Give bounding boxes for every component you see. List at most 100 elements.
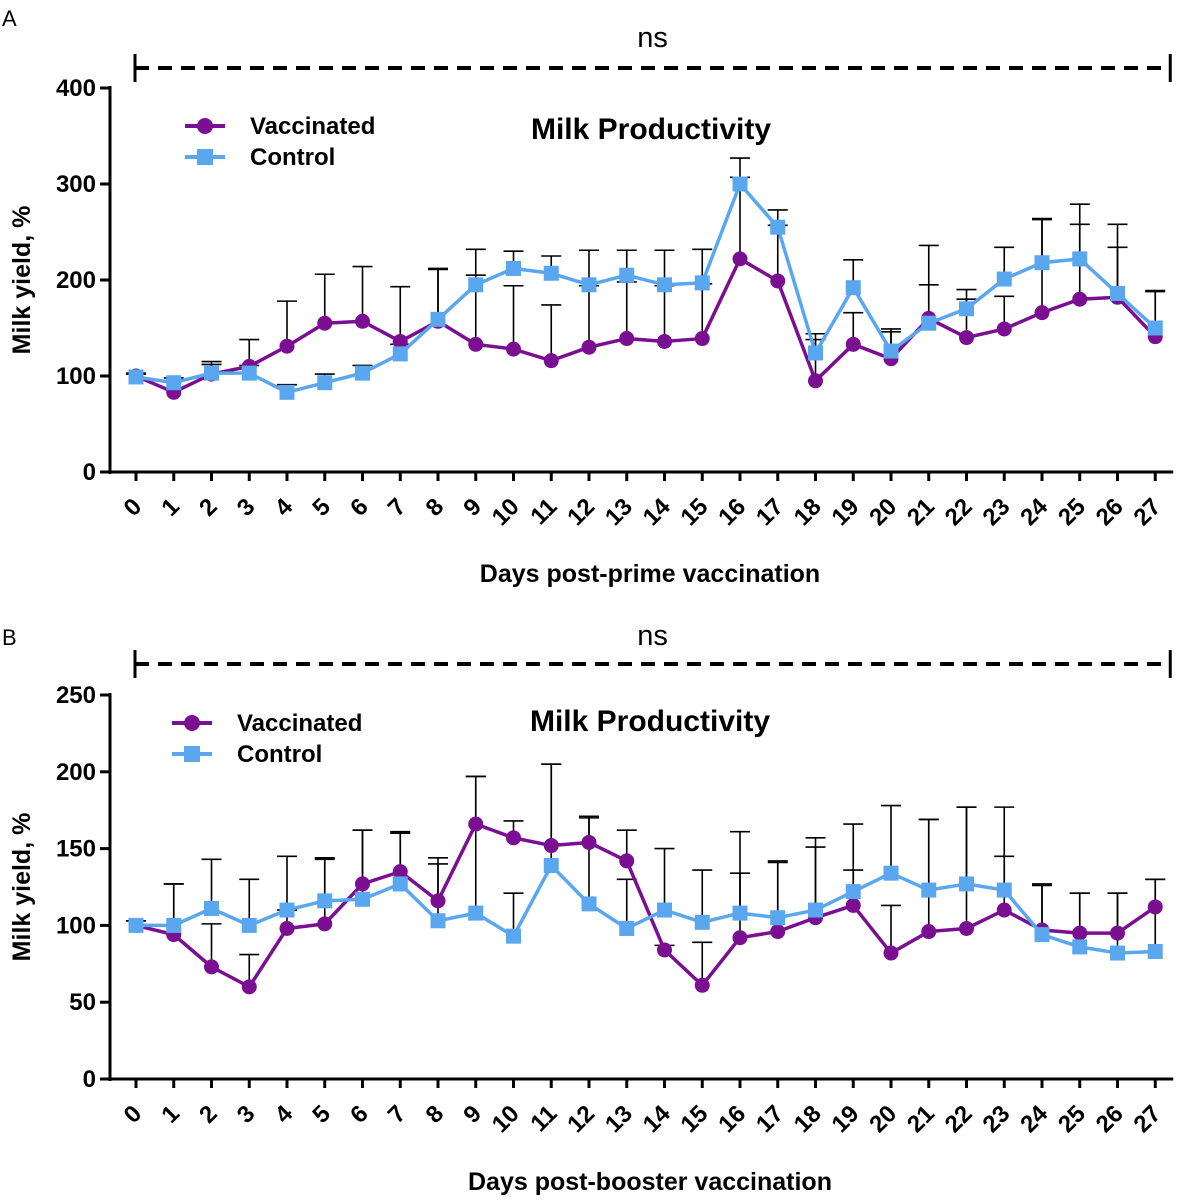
x-tick-label: 27 [1129, 493, 1167, 531]
data-point [996, 321, 1012, 337]
x-tick-label: 1 [156, 493, 185, 522]
legend-marker-square [184, 746, 200, 762]
x-tick-label: 26 [1091, 493, 1129, 531]
chart-title: Milk Productivity [531, 113, 771, 146]
x-tick-label: 17 [751, 1100, 789, 1138]
y-tick-label: 0 [83, 1066, 96, 1093]
x-tick-label: 12 [562, 1100, 600, 1138]
legend-item-vaccinated: Vaccinated [185, 113, 375, 140]
x-tick-label: 4 [270, 1100, 299, 1129]
data-point [128, 917, 144, 933]
x-tick-label: 11 [525, 1100, 562, 1137]
legend-item-control: Control [185, 144, 335, 171]
legend-marker-circle [184, 715, 200, 731]
x-tick-label: 18 [789, 493, 827, 531]
data-point [808, 373, 823, 389]
legend-label: Control [250, 144, 335, 171]
data-point [581, 339, 597, 355]
data-point [392, 333, 408, 349]
data-point [770, 924, 786, 940]
data-point [468, 816, 484, 832]
data-point [279, 338, 295, 354]
data-point [317, 375, 333, 391]
x-tick-label: 7 [383, 1100, 412, 1129]
x-tick-label: 20 [864, 1100, 902, 1138]
data-point [732, 251, 748, 267]
x-tick-label: 6 [345, 1100, 374, 1129]
data-point [241, 917, 257, 933]
legend-marker-square [197, 149, 213, 165]
data-point [506, 830, 521, 846]
data-point [619, 853, 635, 869]
data-point [543, 353, 559, 369]
x-tick-label: 5 [307, 1100, 336, 1129]
data-point [883, 865, 899, 881]
data-point [128, 369, 144, 385]
data-point [279, 902, 295, 918]
data-point [1072, 291, 1088, 307]
data-point [506, 928, 521, 944]
data-point [355, 891, 370, 907]
data-point [694, 331, 710, 347]
data-point [808, 345, 823, 361]
data-point [845, 336, 861, 352]
data-point [921, 924, 937, 940]
y-tick-label: 150 [56, 836, 96, 863]
data-point [1147, 899, 1163, 915]
data-point [619, 267, 635, 283]
x-tick-label: 16 [713, 493, 751, 531]
error-bars-vaccinated [126, 763, 1166, 987]
data-point [392, 346, 408, 362]
data-point [1110, 285, 1125, 301]
data-point [166, 917, 182, 933]
y-tick-label: 50 [69, 989, 96, 1016]
data-point [1147, 320, 1163, 336]
data-point [355, 876, 370, 892]
x-tick-label: 21 [902, 1100, 940, 1138]
data-point [1034, 255, 1050, 271]
data-point [468, 336, 484, 352]
data-point [694, 977, 710, 993]
x-tick-label: 23 [978, 1100, 1016, 1138]
data-point [694, 914, 710, 930]
x-tick-label: 25 [1053, 493, 1091, 531]
data-point [279, 384, 295, 400]
legend-label: Vaccinated [250, 113, 375, 140]
x-tick-label: 25 [1053, 1100, 1091, 1138]
y-tick-label: 250 [56, 682, 96, 709]
data-point [732, 905, 748, 921]
data-point [355, 365, 370, 381]
y-tick-label: 300 [56, 171, 96, 198]
y-tick-label: 100 [56, 912, 96, 939]
data-point [241, 365, 257, 381]
x-tick-label: 1 [156, 1100, 185, 1129]
data-point [732, 176, 748, 192]
x-tick-label: 13 [600, 493, 638, 531]
data-point [1147, 944, 1163, 960]
data-point [770, 910, 786, 926]
data-point [468, 277, 484, 293]
data-point [883, 343, 899, 359]
data-point [883, 945, 899, 961]
x-tick-label: 14 [638, 493, 676, 531]
data-point [204, 959, 219, 975]
series-line [136, 863, 1156, 955]
legend-item-vaccinated: Vaccinated [172, 710, 362, 737]
x-tick-label: 9 [458, 1100, 487, 1129]
x-tick-label: 24 [1015, 493, 1053, 531]
x-tick-label: 2 [194, 1100, 223, 1129]
x-tick-label: 22 [940, 493, 978, 531]
data-point [657, 277, 672, 293]
legend-item-control: Control [172, 741, 322, 768]
x-tick-label: 14 [638, 1100, 676, 1138]
data-point [1072, 251, 1088, 267]
data-point [241, 979, 257, 995]
x-tick-label: 3 [232, 1100, 261, 1129]
data-point [317, 893, 333, 909]
x-tick-label: 17 [751, 493, 789, 531]
data-point [506, 341, 521, 357]
data-point [1034, 927, 1050, 943]
series-line [135, 257, 1157, 395]
y-tick-label: 200 [56, 267, 96, 294]
